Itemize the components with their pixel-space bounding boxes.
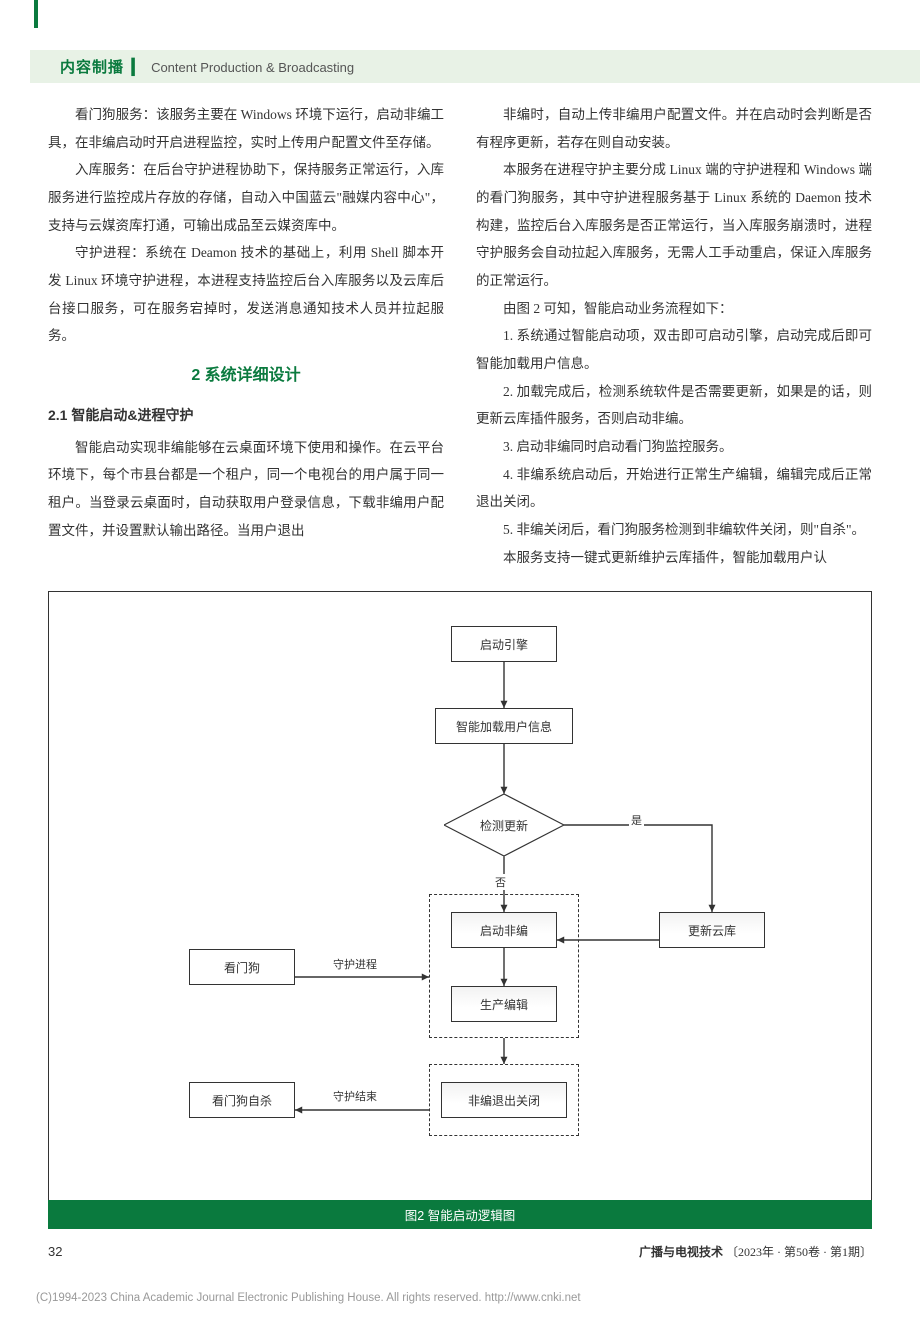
accent-side-bar <box>34 0 38 28</box>
flow-node: 看门狗自杀 <box>189 1082 295 1118</box>
publication-name: 广播与电视技术 <box>639 1245 723 1259</box>
paragraph: 看门狗服务：该服务主要在 Windows 环境下运行，启动非编工具，在非编启动时… <box>48 101 444 156</box>
page-footer: 32 广播与电视技术 〔2023年 · 第50卷 · 第1期〕 <box>48 1243 872 1260</box>
paragraph: 非编时，自动上传非编用户配置文件。并在启动时会判断是否有程序更新，若存在则自动安… <box>476 101 872 156</box>
flow-node: 启动引擎 <box>451 626 557 662</box>
flowchart: 否 是守护进程守护结束 启动引擎智能加载用户信息检测更新启动非编生产编辑 更新云库看门… <box>69 616 851 1176</box>
flow-edge <box>557 930 659 931</box>
paragraph: 本服务在进程守护主要分成 Linux 端的守护进程和 Windows 端的看门狗… <box>476 156 872 294</box>
flow-edge <box>564 825 712 912</box>
paragraph: 智能启动实现非编能够在云桌面环境下使用和操作。在云平台环境下，每个市县台都是一个… <box>48 434 444 545</box>
flow-node-decision: 检测更新 <box>444 794 564 856</box>
section-header-cn: 内容制播 <box>60 59 124 76</box>
paragraph: 3. 启动非编同时启动看门狗监控服务。 <box>476 433 872 461</box>
flow-edge-label: 否 <box>493 874 508 890</box>
figure-frame: 否 是守护进程守护结束 启动引擎智能加载用户信息检测更新启动非编生产编辑 更新云库看门… <box>48 591 872 1201</box>
flow-edge <box>504 948 505 986</box>
section-header-band: 内容制播 ▎ Content Production & Broadcasting <box>30 50 920 83</box>
paragraph: 本服务支持一键式更新维护云库插件，智能加载用户认 <box>476 544 872 572</box>
paragraph: 2. 加载完成后，检测系统软件是否需要更新，如果是的话，则更新云库插件服务，否则… <box>476 378 872 433</box>
paragraph: 4. 非编系统启动后，开始进行正常生产编辑，编辑完成后正常退出关闭。 <box>476 461 872 516</box>
heading-2: 2 系统详细设计 <box>48 360 444 393</box>
copyright-line: (C)1994-2023 China Academic Journal Elec… <box>0 1290 920 1320</box>
flow-node: 更新云库 <box>659 912 765 948</box>
publication-issue: 〔2023年 · 第50卷 · 第1期〕 <box>726 1245 872 1259</box>
figure-caption: 图2 智能启动逻辑图 <box>48 1200 872 1229</box>
flow-node: 智能加载用户信息 <box>435 708 573 744</box>
paragraph: 5. 非编关闭后，看门狗服务检测到非编软件关闭，则"自杀"。 <box>476 516 872 544</box>
heading-3: 2.1 智能启动&进程守护 <box>48 401 444 430</box>
flow-node: 看门狗 <box>189 949 295 985</box>
flow-edge <box>504 744 505 794</box>
right-column: 非编时，自动上传非编用户配置文件。并在启动时会判断是否有程序更新，若存在则自动安… <box>476 101 872 571</box>
paragraph: 由图 2 可知，智能启动业务流程如下： <box>476 295 872 323</box>
flow-node: 生产编辑 <box>451 986 557 1022</box>
paragraph: 入库服务：在后台守护进程协助下，保持服务正常运行，入库服务进行监控成片存放的存储… <box>48 156 444 239</box>
paragraph: 守护进程：系统在 Deamon 技术的基础上，利用 Shell 脚本开发 Lin… <box>48 239 444 350</box>
paragraph: 1. 系统通过智能启动项，双击即可启动引擎，启动完成后即可智能加载用户信息。 <box>476 322 872 377</box>
left-column: 看门狗服务：该服务主要在 Windows 环境下运行，启动非编工具，在非编启动时… <box>48 101 444 571</box>
page: 内容制播 ▎ Content Production & Broadcasting… <box>0 0 920 1290</box>
flow-edge-label: 守护结束 <box>331 1088 379 1104</box>
flow-edge-label: 是 <box>629 812 644 828</box>
flow-node: 非编退出关闭 <box>441 1082 567 1118</box>
flow-edge <box>504 662 505 708</box>
body-columns: 看门狗服务：该服务主要在 Windows 环境下运行，启动非编工具，在非编启动时… <box>48 101 872 571</box>
publication-info: 广播与电视技术 〔2023年 · 第50卷 · 第1期〕 <box>639 1243 872 1260</box>
section-header-separator: ▎ <box>132 60 144 76</box>
section-header-en: Content Production & Broadcasting <box>151 60 354 75</box>
flow-node: 启动非编 <box>451 912 557 948</box>
flow-edge <box>504 1038 505 1064</box>
page-number: 32 <box>48 1244 62 1259</box>
flow-edge-label: 守护进程 <box>331 956 379 972</box>
